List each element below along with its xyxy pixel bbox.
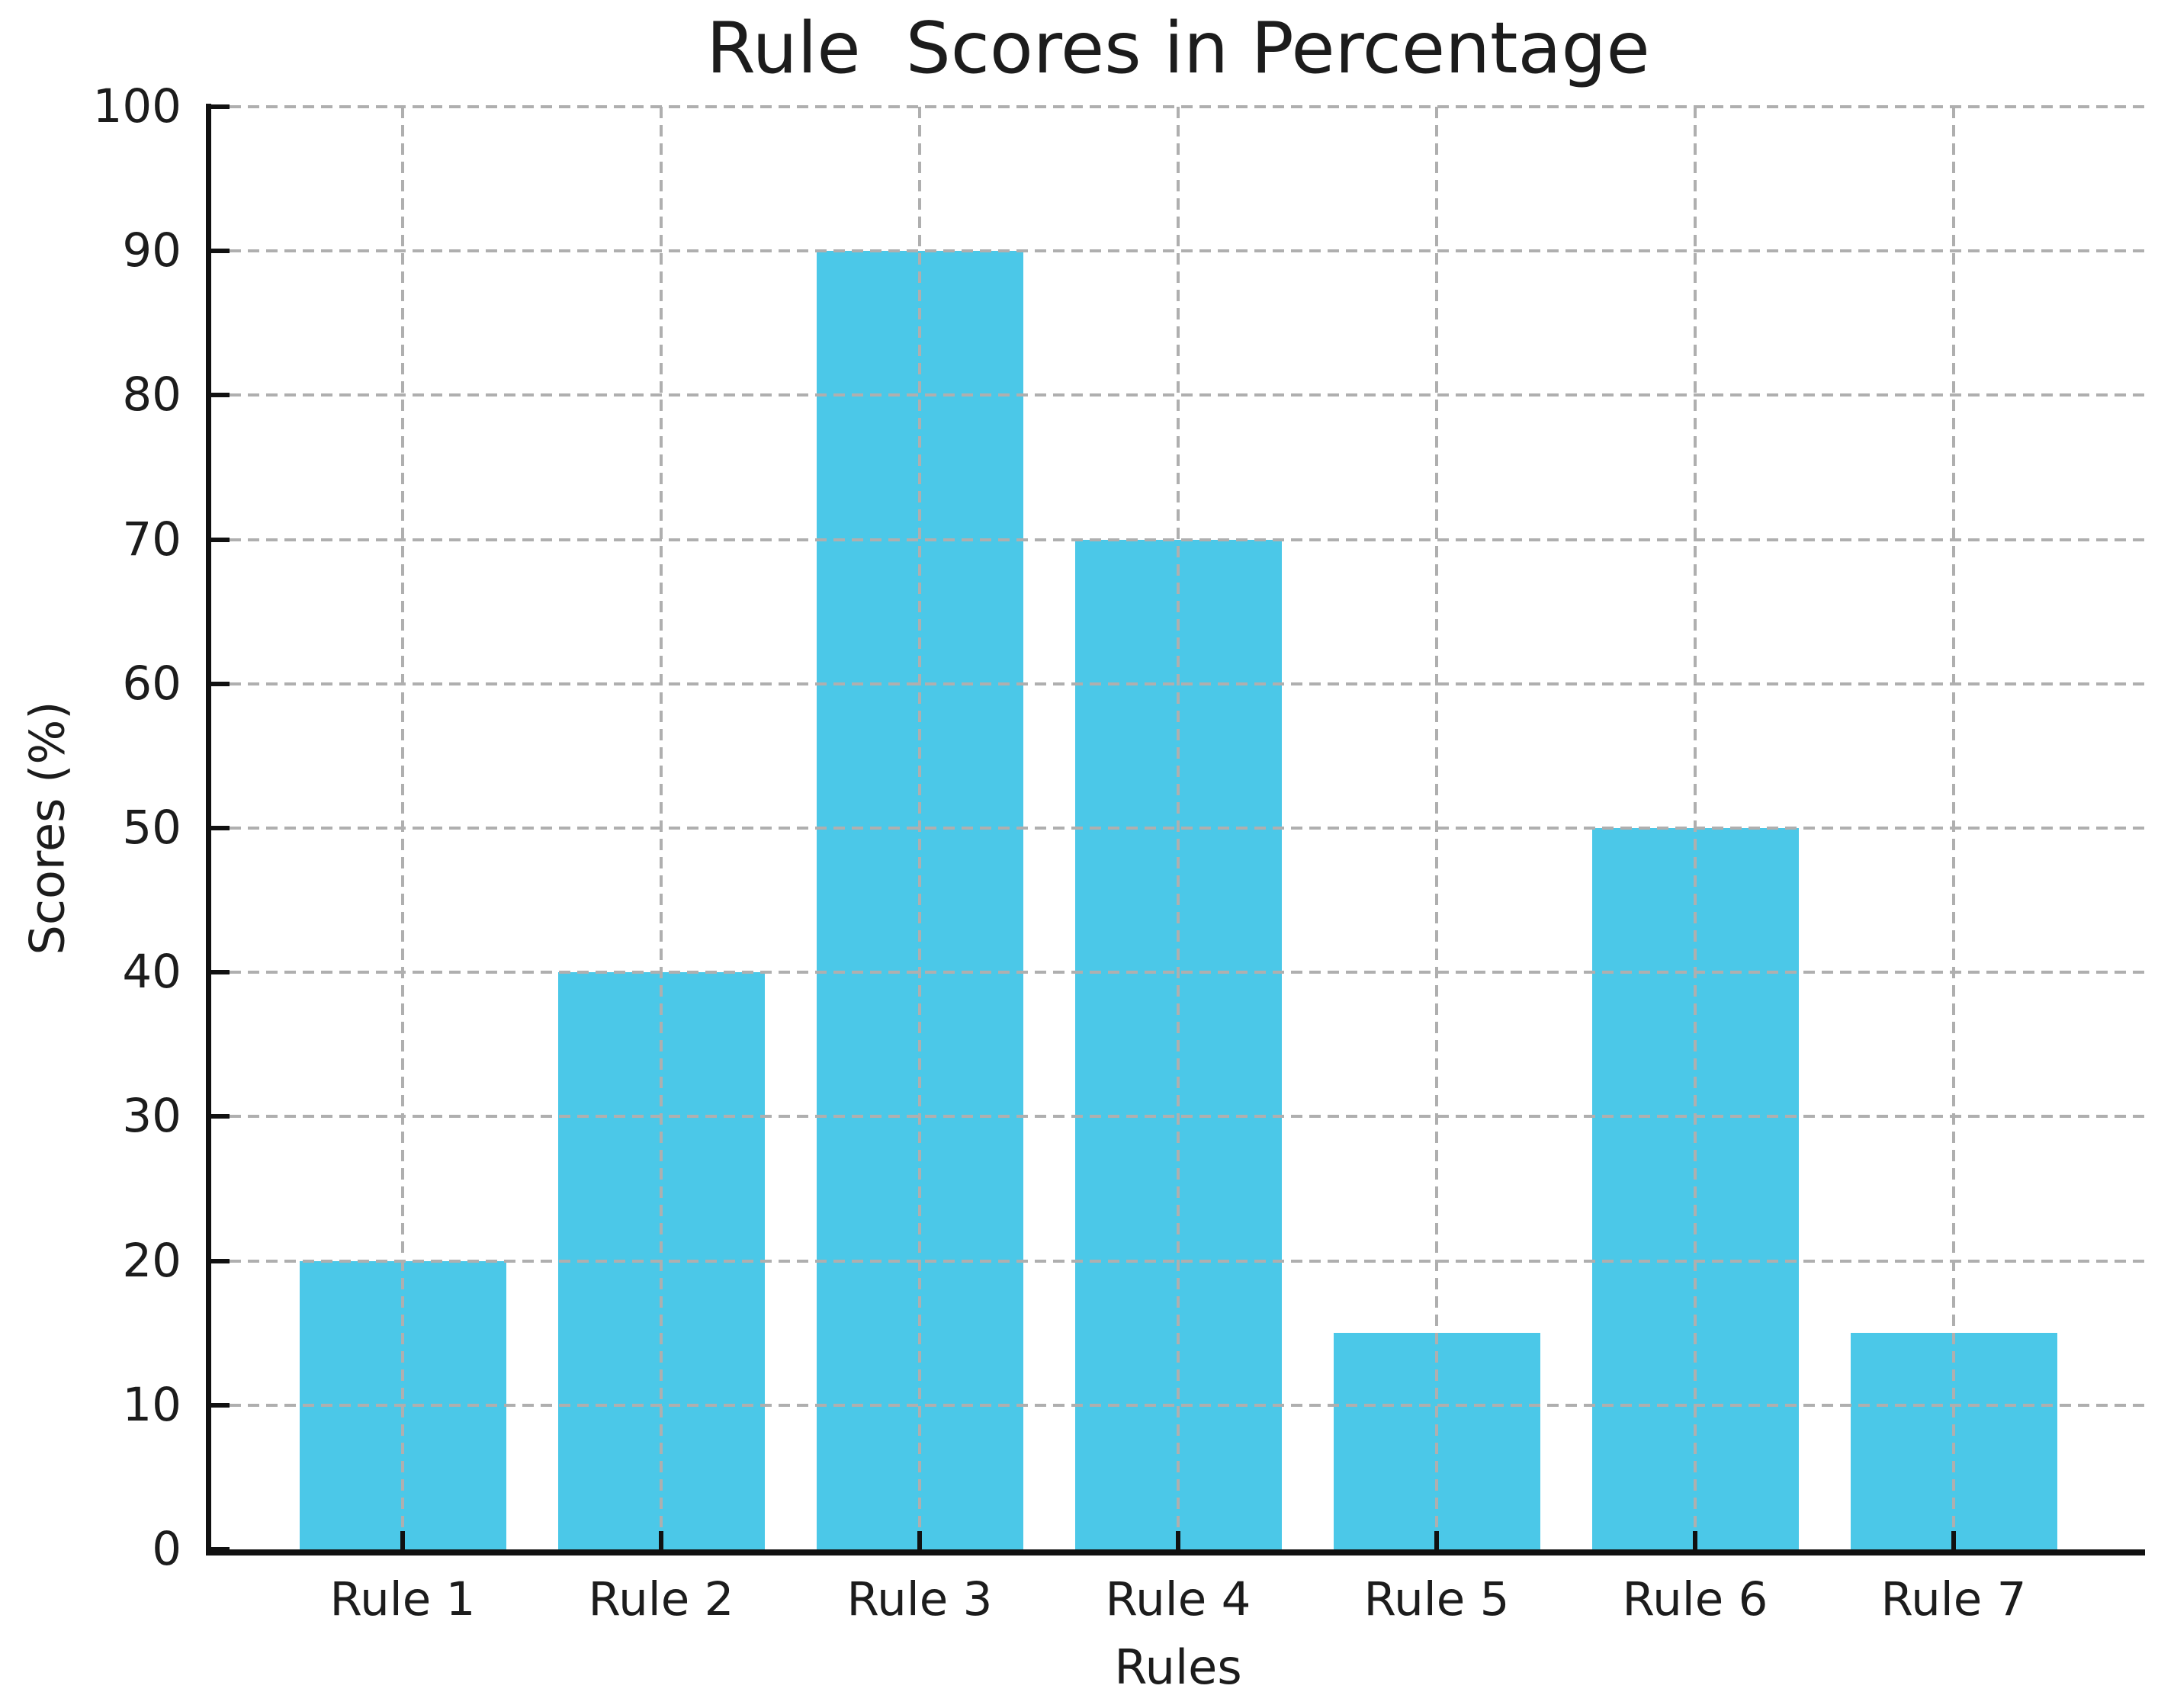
x-axis-spine xyxy=(206,1549,2145,1556)
y-tick-label-100: 100 xyxy=(92,79,181,133)
y-tick-label-50: 50 xyxy=(122,801,181,855)
y-tick-label-10: 10 xyxy=(122,1378,181,1432)
y-tick-20 xyxy=(211,1259,230,1263)
y-tick-10 xyxy=(211,1403,230,1408)
gridline-x-6 xyxy=(1694,107,1697,1549)
x-tick-label-7: Rule 7 xyxy=(1880,1572,2027,1626)
x-axis-label: Rules xyxy=(1114,1639,1242,1695)
y-tick-0 xyxy=(211,1547,230,1552)
y-tick-70 xyxy=(211,538,230,542)
y-axis-spine xyxy=(206,104,211,1556)
gridline-x-7 xyxy=(1952,107,1955,1549)
y-tick-50 xyxy=(211,826,230,830)
chart-title: Rule Scores in Percentage xyxy=(706,7,1650,89)
gridline-x-4 xyxy=(1177,107,1180,1549)
x-tick-label-4: Rule 4 xyxy=(1105,1572,1251,1626)
y-tick-label-90: 90 xyxy=(122,223,181,278)
x-tick-label-2: Rule 2 xyxy=(588,1572,734,1626)
y-tick-label-30: 30 xyxy=(122,1089,181,1143)
gridline-x-3 xyxy=(918,107,921,1549)
y-tick-80 xyxy=(211,393,230,397)
x-tick-label-1: Rule 1 xyxy=(329,1572,476,1626)
y-tick-60 xyxy=(211,682,230,686)
gridline-x-1 xyxy=(401,107,404,1549)
y-tick-label-70: 70 xyxy=(122,512,181,567)
gridline-x-2 xyxy=(660,107,663,1549)
x-tick-7 xyxy=(1951,1531,1956,1549)
y-tick-90 xyxy=(211,249,230,253)
y-tick-40 xyxy=(211,970,230,974)
y-tick-label-20: 20 xyxy=(122,1234,181,1288)
y-tick-label-40: 40 xyxy=(122,945,181,999)
x-tick-label-6: Rule 6 xyxy=(1622,1572,1768,1626)
y-tick-label-80: 80 xyxy=(122,368,181,422)
y-tick-label-0: 0 xyxy=(152,1522,181,1576)
y-tick-label-60: 60 xyxy=(122,657,181,711)
x-tick-label-5: Rule 5 xyxy=(1363,1572,1510,1626)
x-tick-6 xyxy=(1693,1531,1697,1549)
x-tick-3 xyxy=(917,1531,922,1549)
x-tick-4 xyxy=(1176,1531,1180,1549)
gridline-x-5 xyxy=(1435,107,1438,1549)
x-tick-5 xyxy=(1434,1531,1439,1549)
y-tick-100 xyxy=(211,104,230,109)
x-tick-2 xyxy=(659,1531,663,1549)
y-tick-30 xyxy=(211,1114,230,1119)
x-tick-label-3: Rule 3 xyxy=(846,1572,993,1626)
x-tick-1 xyxy=(400,1531,405,1549)
